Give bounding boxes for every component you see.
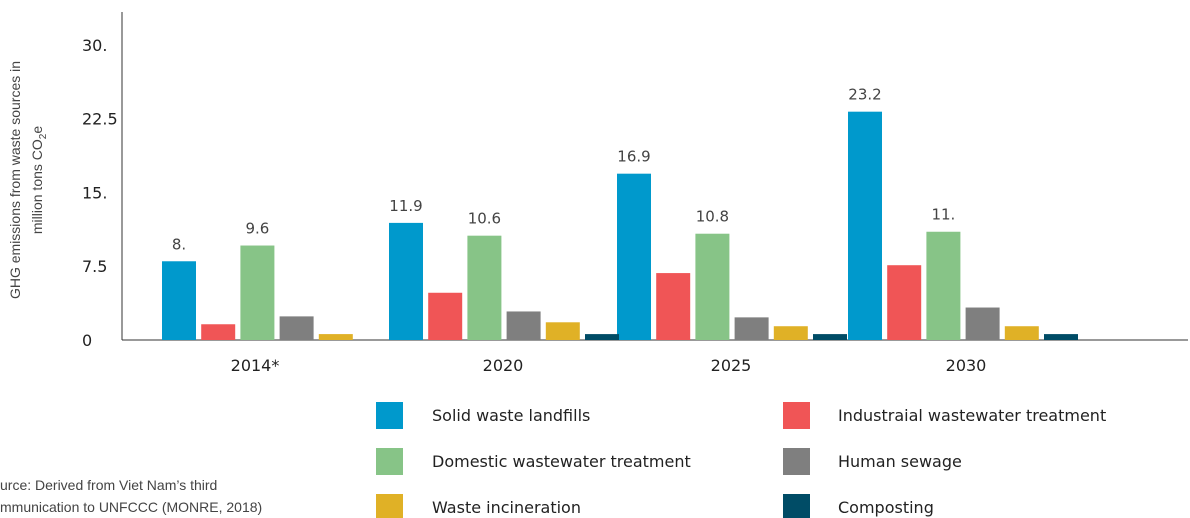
- source-note: urce: Derived from Viet Nam’s third mmun…: [0, 477, 262, 515]
- bar-value-label: 10.6: [468, 210, 501, 228]
- bar-domestic-wastewater-treatment-2020: [467, 235, 502, 340]
- y-tick-label: 0: [82, 331, 92, 350]
- bar-human-sewage-2020: [506, 311, 541, 340]
- legend-swatch: [376, 494, 403, 518]
- x-tick-label: 2014*: [231, 356, 280, 375]
- source-line-2: mmunication to UNFCCC (MONRE, 2018): [0, 499, 262, 515]
- bar-industraial-wastewater-treatment-2014: [201, 324, 236, 340]
- legend-label: Solid waste landfills: [432, 406, 590, 425]
- bar-industraial-wastewater-treatment-2020: [428, 292, 463, 340]
- x-ticks: 2014* 2020 2025 2030: [231, 356, 987, 375]
- y-axis-label-line2: million tons CO2e: [29, 126, 49, 234]
- bar-domestic-wastewater-treatment-2014: [240, 245, 275, 340]
- bar-industraial-wastewater-treatment-2030: [887, 265, 922, 340]
- bar-value-label: 16.9: [617, 148, 650, 166]
- source-line-1: urce: Derived from Viet Nam’s third: [0, 477, 217, 493]
- y-axis-label: GHG emissions from waste sources in mill…: [7, 61, 49, 299]
- legend-swatch: [783, 448, 810, 475]
- bar-solid-waste-landfills-2014: [162, 261, 196, 340]
- bar-industraial-wastewater-treatment-2025: [656, 273, 691, 340]
- legend-label: Composting: [838, 498, 934, 517]
- legend: Solid waste landfills Industraial wastewa…: [376, 402, 1106, 518]
- x-tick-label: 2020: [483, 356, 524, 375]
- legend-label: Human sewage: [838, 452, 962, 471]
- bar-domestic-wastewater-treatment-2025: [695, 233, 730, 340]
- bar-domestic-wastewater-treatment-2030: [926, 231, 961, 340]
- legend-label: Industraial wastewater treatment: [838, 406, 1106, 425]
- bar-waste-incineration-2020: [545, 322, 580, 340]
- bar-human-sewage-2025: [734, 317, 769, 340]
- y-tick-label: 7.5: [82, 257, 107, 276]
- legend-swatch: [376, 448, 403, 475]
- bar-composting-2025: [813, 334, 847, 340]
- bar-waste-incineration-2030: [1004, 326, 1039, 340]
- bar-solid-waste-landfills-2020: [389, 222, 423, 340]
- y-ticks: 0 7.5 15. 22.5 30.: [82, 36, 118, 350]
- bar-value-label: 9.6: [245, 220, 269, 238]
- bar-composting-2020: [585, 334, 619, 340]
- bars: [162, 111, 1078, 340]
- y-axis-label-line1: GHG emissions from waste sources in: [7, 61, 23, 299]
- bar-value-label: 11.9: [389, 197, 422, 215]
- bar-human-sewage-2030: [965, 307, 1000, 340]
- bar-value-label: 23.2: [848, 86, 881, 104]
- x-tick-label: 2025: [711, 356, 752, 375]
- bar-waste-incineration-2025: [773, 326, 808, 340]
- bar-waste-incineration-2014: [318, 334, 353, 340]
- y-tick-label: 15.: [82, 183, 107, 202]
- data-labels: 8. 11.9 16.9 23.2 9.6 10.6 10.8 11.: [172, 86, 955, 254]
- bar-solid-waste-landfills-2025: [617, 173, 651, 340]
- bar-composting-2030: [1044, 334, 1078, 340]
- bar-value-label: 10.8: [696, 208, 729, 226]
- legend-swatch: [783, 494, 810, 518]
- legend-swatch: [376, 402, 403, 429]
- legend-label: Waste incineration: [432, 498, 581, 517]
- x-tick-label: 2030: [946, 356, 987, 375]
- bar-value-label: 8.: [172, 235, 186, 253]
- bar-solid-waste-landfills-2030: [848, 111, 882, 340]
- bar-value-label: 11.: [931, 206, 955, 224]
- y-tick-label: 30.: [82, 36, 107, 55]
- y-tick-label: 22.5: [82, 110, 118, 129]
- legend-swatch: [783, 402, 810, 429]
- legend-label: Domestic wastewater treatment: [432, 452, 691, 471]
- bar-human-sewage-2014: [279, 316, 314, 340]
